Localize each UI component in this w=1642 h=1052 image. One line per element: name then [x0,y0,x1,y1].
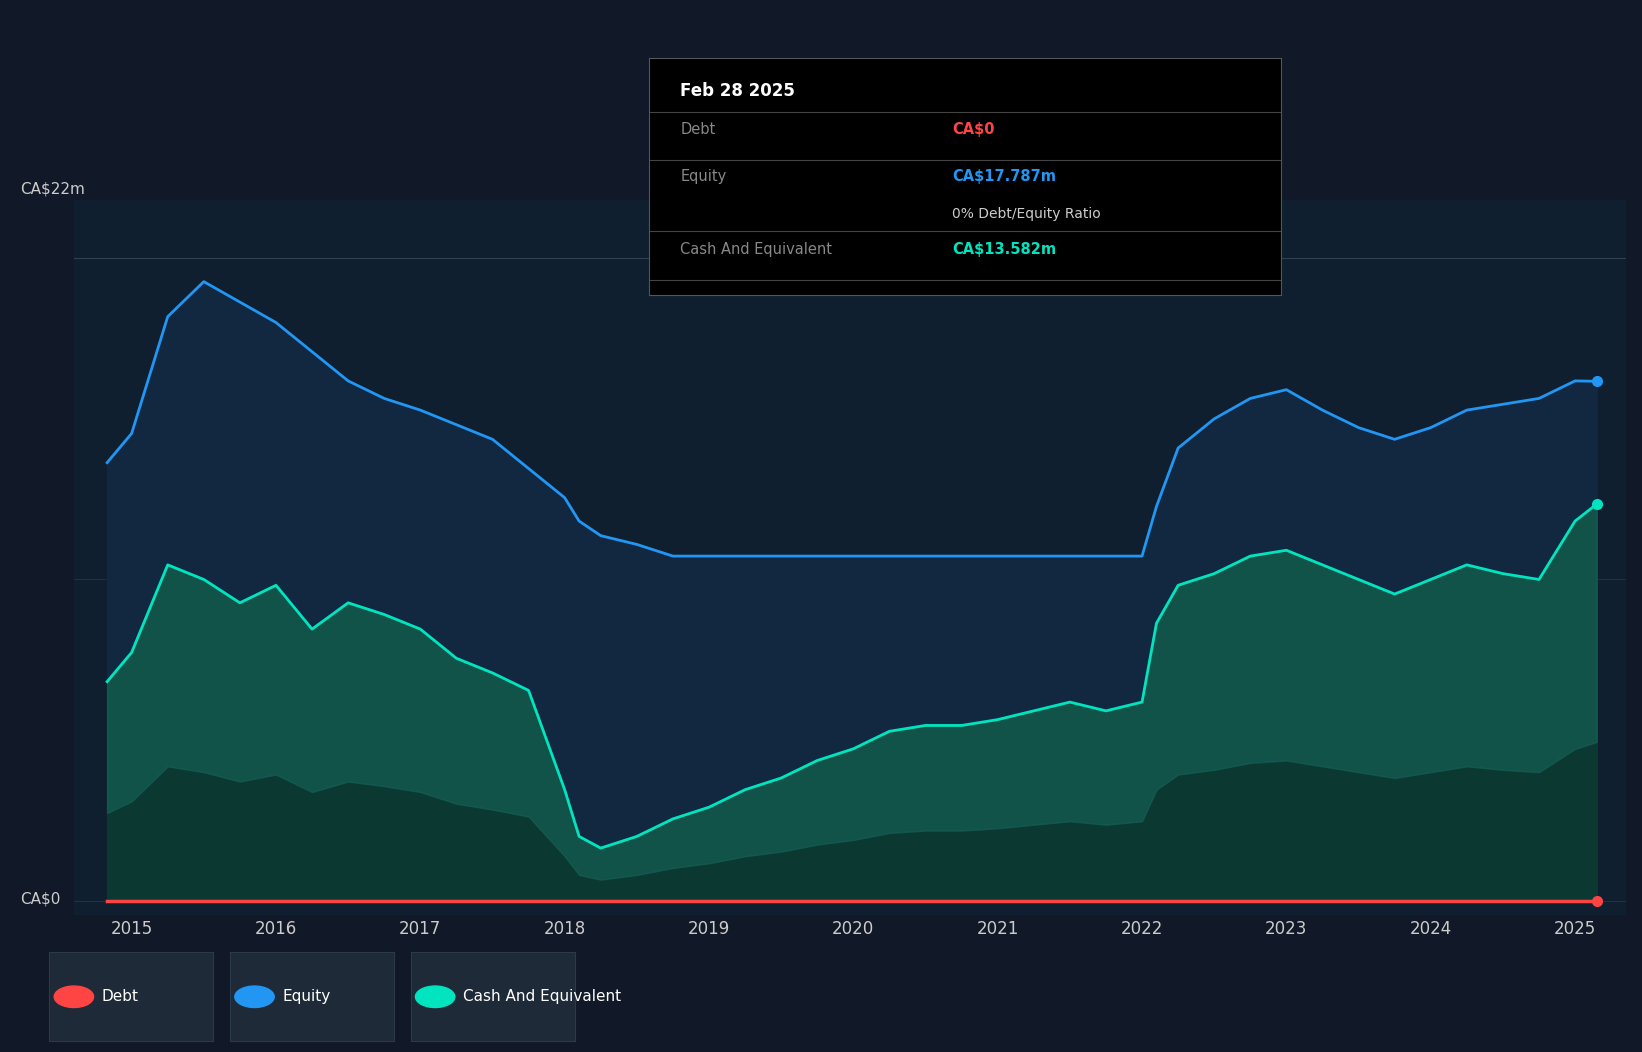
Text: CA$13.582m: CA$13.582m [952,243,1056,258]
Circle shape [54,986,94,1008]
Text: Equity: Equity [680,169,726,184]
Circle shape [415,986,455,1008]
Text: CA$17.787m: CA$17.787m [952,169,1056,184]
Text: Equity: Equity [282,989,330,1005]
Text: Debt: Debt [102,989,140,1005]
Text: 0% Debt/Equity Ratio: 0% Debt/Equity Ratio [952,207,1100,221]
Text: Debt: Debt [680,122,716,137]
Text: CA$0: CA$0 [952,122,995,137]
Text: Cash And Equivalent: Cash And Equivalent [680,243,832,258]
Circle shape [235,986,274,1008]
Text: CA$0: CA$0 [20,892,61,907]
Text: CA$22m: CA$22m [20,182,85,197]
Text: Cash And Equivalent: Cash And Equivalent [463,989,621,1005]
Text: Feb 28 2025: Feb 28 2025 [680,82,795,100]
